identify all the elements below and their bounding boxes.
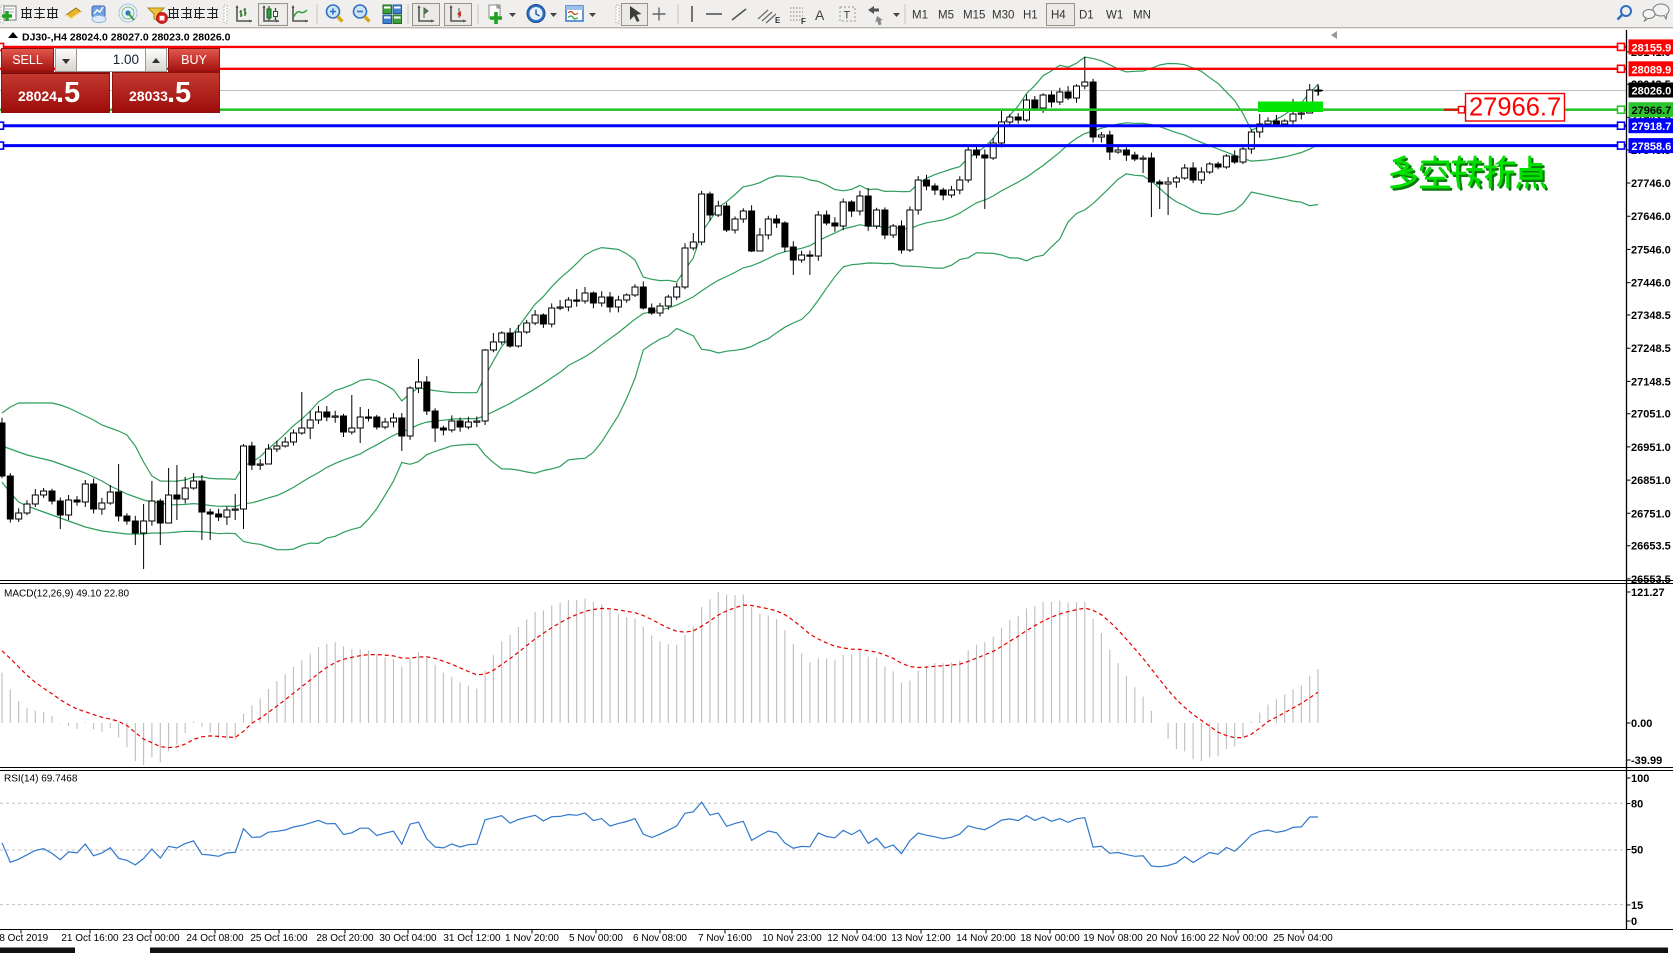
svg-text:12 Nov 04:00: 12 Nov 04:00 [827,933,887,944]
svg-text:28089.9: 28089.9 [1632,64,1672,76]
svg-text:27248.5: 27248.5 [1631,343,1671,355]
svg-text:H1: H1 [1023,10,1038,22]
svg-text:18 Oct 2019: 18 Oct 2019 [0,933,49,944]
svg-text:D1: D1 [1079,10,1094,22]
svg-text:50: 50 [1631,845,1643,857]
svg-text:27348.5: 27348.5 [1631,310,1671,322]
svg-text:27546.0: 27546.0 [1631,244,1671,256]
svg-text:27051.0: 27051.0 [1631,409,1671,421]
svg-text:80: 80 [1631,799,1643,811]
svg-text:27446.0: 27446.0 [1631,278,1671,290]
svg-text:26751.0: 26751.0 [1631,508,1671,520]
svg-text:0.00: 0.00 [1631,718,1652,730]
svg-text:MN: MN [1133,10,1151,22]
svg-text:27148.5: 27148.5 [1631,376,1671,388]
svg-text:7 Nov 16:00: 7 Nov 16:00 [698,933,752,944]
svg-text:13 Nov 12:00: 13 Nov 12:00 [891,933,951,944]
svg-text:14 Nov 20:00: 14 Nov 20:00 [956,933,1016,944]
svg-text:28 Oct 20:00: 28 Oct 20:00 [316,933,374,944]
svg-text:H4: H4 [1051,10,1066,22]
svg-text:DJ30-,H4 28024.0 28027.0 2802: DJ30-,H4 28024.0 28027.0 28023.0 28026.0 [22,32,231,44]
svg-text:M1: M1 [912,10,928,22]
svg-text:0: 0 [1631,916,1637,928]
svg-text:26553.5: 26553.5 [1631,574,1671,586]
svg-text:100: 100 [1631,773,1649,785]
svg-text:-39.99: -39.99 [1631,755,1662,767]
svg-text:15: 15 [1631,900,1643,912]
svg-text:31 Oct 12:00: 31 Oct 12:00 [443,933,501,944]
svg-text:27858.6: 27858.6 [1632,141,1672,153]
svg-text:19 Nov 08:00: 19 Nov 08:00 [1083,933,1143,944]
svg-text:10 Nov 23:00: 10 Nov 23:00 [762,933,822,944]
svg-text:20 Nov 16:00: 20 Nov 16:00 [1146,933,1206,944]
svg-text:24 Oct 08:00: 24 Oct 08:00 [186,933,244,944]
svg-text:E: E [775,16,781,25]
svg-text:28155.9: 28155.9 [1632,42,1672,54]
svg-text:27646.0: 27646.0 [1631,211,1671,223]
svg-text:25 Nov 04:00: 25 Nov 04:00 [1273,933,1333,944]
svg-text:6 Nov 08:00: 6 Nov 08:00 [633,933,687,944]
svg-text:26653.5: 26653.5 [1631,541,1671,553]
svg-text:27966.7: 27966.7 [1469,94,1561,122]
svg-text:27918.7: 27918.7 [1632,121,1672,133]
svg-text:22 Nov 00:00: 22 Nov 00:00 [1208,933,1268,944]
svg-text:M15: M15 [963,10,985,22]
svg-text:121.27: 121.27 [1631,587,1665,599]
svg-text:27966.7: 27966.7 [1632,105,1672,117]
svg-text:5 Nov 00:00: 5 Nov 00:00 [569,933,623,944]
svg-text:T: T [844,10,851,22]
svg-text:25 Oct 16:00: 25 Oct 16:00 [250,933,308,944]
svg-text:F: F [801,17,806,26]
svg-text:26951.0: 26951.0 [1631,442,1671,454]
svg-text:30 Oct 04:00: 30 Oct 04:00 [379,933,437,944]
svg-text:RSI(14) 69.7468: RSI(14) 69.7468 [4,774,78,785]
svg-text:A: A [815,7,825,23]
svg-text:18 Nov 00:00: 18 Nov 00:00 [1020,933,1080,944]
svg-text:23 Oct 00:00: 23 Oct 00:00 [122,933,180,944]
svg-text:M5: M5 [938,10,954,22]
svg-text:MACD(12,26,9) 49.10 22.80: MACD(12,26,9) 49.10 22.80 [4,589,130,600]
svg-text:1 Nov 20:00: 1 Nov 20:00 [505,933,559,944]
svg-text:W1: W1 [1106,10,1123,22]
svg-text:26851.0: 26851.0 [1631,475,1671,487]
svg-text:28026.0: 28026.0 [1632,86,1672,98]
svg-text:27746.0: 27746.0 [1631,178,1671,190]
svg-text:21 Oct 16:00: 21 Oct 16:00 [61,933,119,944]
svg-text:M30: M30 [992,10,1014,22]
